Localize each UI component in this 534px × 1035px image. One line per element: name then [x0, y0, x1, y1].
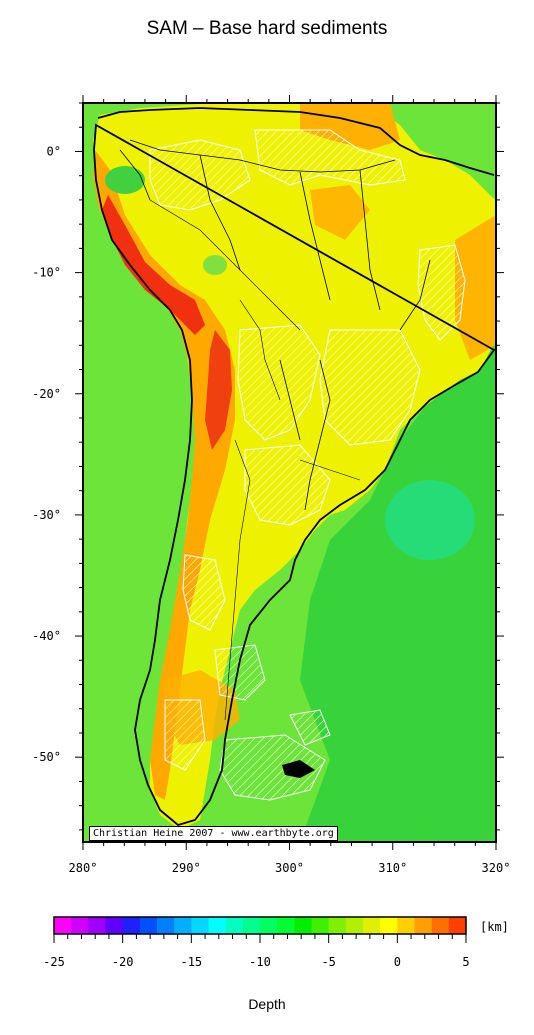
- colorbar-segment: [294, 917, 312, 934]
- colorbar-segment: [225, 917, 244, 934]
- andes-red-altiplano: [205, 330, 232, 450]
- river-amazon: [129, 139, 396, 173]
- lon-tick-label: 320°: [482, 861, 511, 875]
- colorbar-tick-label: 5: [462, 955, 469, 969]
- basin-offshore: [289, 709, 331, 746]
- colorbar-unit: [km]: [480, 920, 509, 934]
- river-maranon: [119, 149, 151, 201]
- colorbar-segment: [157, 917, 175, 934]
- colorbar: -25 -20 -15 -10 -5 0 5: [43, 916, 470, 969]
- basin-amazon: [254, 129, 406, 186]
- colorbar-tick-label: -15: [180, 955, 202, 969]
- basin-magallanes-north: [164, 699, 206, 771]
- river-parana: [304, 359, 331, 511]
- colorbar-tick-label: -20: [112, 955, 134, 969]
- colorbar-segment: [242, 917, 261, 934]
- colorbar-segment: [208, 917, 227, 934]
- lat-tick-label: -30°: [32, 508, 61, 522]
- colorbar-segment: [191, 917, 209, 934]
- basin-parana: [319, 329, 421, 446]
- deep-basin: [385, 480, 475, 560]
- credit-label: Christian Heine 2007 - www.earthbyte.org: [89, 826, 338, 841]
- colorbar-segment: [328, 917, 347, 934]
- lon-tick-label: 280°: [69, 861, 98, 875]
- colorbar-segment: [380, 917, 398, 934]
- andes-red-peru: [102, 195, 205, 335]
- sediment-basins: [149, 129, 466, 801]
- colorbar-segment: [448, 917, 467, 934]
- axis-ticks: 280° 290° 300° 310° 320° 0° -10° -20° -30° -40° -5…: [32, 95, 510, 875]
- river-tapajos: [299, 171, 331, 301]
- river-xingu: [359, 169, 381, 311]
- colorbar-title: Depth: [248, 996, 286, 1012]
- colorbar-segment: [122, 917, 141, 934]
- colorbar-segment: [397, 917, 415, 934]
- basin-neuquen: [182, 554, 226, 631]
- colorbar-segment: [277, 917, 295, 934]
- colorbar-tick-label: -5: [321, 955, 335, 969]
- river-paraguay: [279, 359, 301, 441]
- border-chile-argentina: [224, 439, 251, 721]
- colorbar-segment: [174, 917, 192, 934]
- colorbar-segment: [54, 917, 72, 934]
- tierra-del-fuego: [282, 760, 315, 778]
- colorbar-segment: [88, 917, 106, 934]
- colorbar-segment: [105, 917, 124, 934]
- lat-tick-label: -40°: [32, 629, 61, 643]
- coastline: [93, 107, 496, 826]
- colorbar-segment: [71, 917, 89, 934]
- central-orange-patch: [310, 185, 370, 240]
- colorbar-segment: [260, 917, 278, 934]
- river-sao-francisco: [399, 259, 431, 331]
- basin-chaco: [237, 324, 321, 441]
- lat-tick-label: -50°: [32, 750, 61, 764]
- lon-tick-label: 290°: [172, 861, 201, 875]
- colorbar-segment: [139, 917, 158, 934]
- colorbar-tick-label: -10: [249, 955, 271, 969]
- lat-tick-label: -20°: [32, 387, 61, 401]
- colorbar-segment: [431, 917, 450, 934]
- lat-tick-label: -10°: [32, 266, 61, 280]
- east-orange-patch: [455, 215, 496, 360]
- borders: [149, 199, 361, 721]
- river-madeira: [199, 154, 241, 271]
- basin-solimoes: [149, 139, 251, 211]
- basin-malvinas: [219, 734, 326, 801]
- border-peru-brazil: [149, 199, 301, 331]
- colorbar-tick-label: -25: [43, 955, 65, 969]
- map-title: SAM – Base hard sediments: [146, 18, 388, 39]
- rivers: [119, 139, 431, 511]
- map-area: [83, 103, 496, 842]
- basin-sao-francisco: [417, 244, 466, 341]
- colorbar-segment: [363, 917, 381, 934]
- green-patch-center: [203, 255, 227, 275]
- border-bolivia: [239, 299, 281, 401]
- colorbar-tick-label: 0: [394, 955, 401, 969]
- lon-tick-label: 310°: [378, 861, 407, 875]
- lat-tick-label: 0°: [47, 144, 61, 158]
- border-uruguay: [299, 459, 361, 481]
- lon-tick-label: 300°: [275, 861, 304, 875]
- colorbar-segment: [414, 917, 433, 934]
- colorbar-segment: [311, 917, 330, 934]
- green-patch-nw: [105, 166, 145, 194]
- colorbar-segment: [345, 917, 364, 934]
- basin-san-jorge: [214, 644, 266, 701]
